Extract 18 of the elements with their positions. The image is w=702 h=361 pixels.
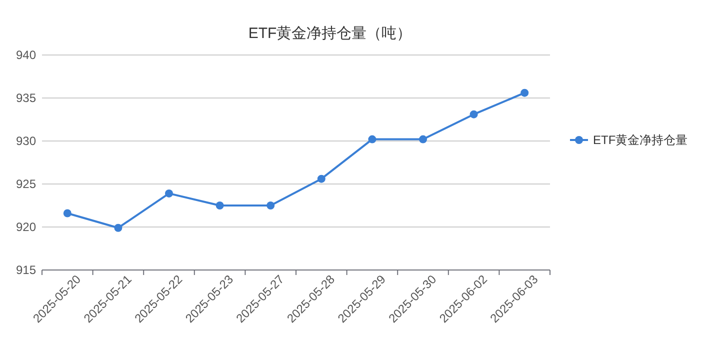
chart-title: ETF黄金净持仓量（吨） xyxy=(248,25,412,42)
point xyxy=(216,202,224,210)
point xyxy=(419,135,427,144)
legend-label: ETF黄金净持仓量 xyxy=(593,133,688,147)
y-tick-label: 915 xyxy=(16,263,36,277)
point xyxy=(470,110,478,118)
point xyxy=(317,174,326,183)
y-tick-label: 925 xyxy=(16,177,36,191)
y-tick-label: 930 xyxy=(16,134,36,148)
point xyxy=(63,209,72,218)
y-tick-label: 935 xyxy=(16,91,36,105)
point xyxy=(114,224,122,232)
point xyxy=(368,135,376,144)
point xyxy=(266,202,275,210)
y-tick-label: 940 xyxy=(16,48,36,62)
point xyxy=(165,189,173,198)
y-tick-label: 920 xyxy=(16,220,36,234)
point xyxy=(520,88,529,97)
